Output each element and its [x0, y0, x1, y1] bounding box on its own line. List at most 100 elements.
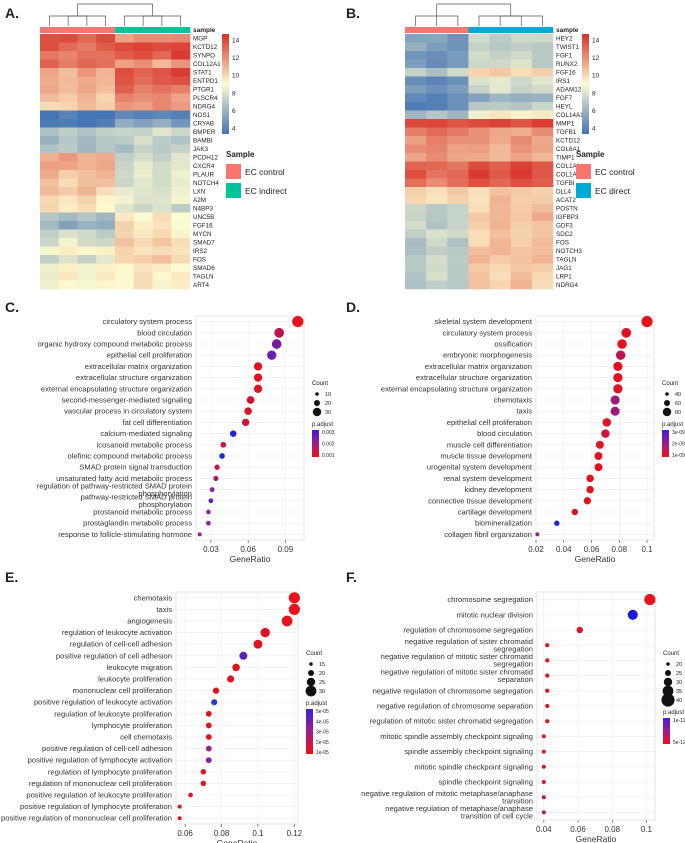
panel-letter: F. — [346, 569, 357, 585]
term-label: kidney development — [464, 485, 532, 494]
heatmap-cell — [96, 42, 116, 52]
heatmap-cell — [58, 238, 78, 247]
heatmap-cell — [115, 76, 135, 86]
heatmap-cell — [77, 221, 97, 230]
heatmap-cell — [405, 229, 427, 239]
gene-label: HEYL — [556, 104, 573, 111]
gene-label: KCTD12 — [556, 138, 581, 145]
count-legend-label: 20 — [325, 401, 331, 407]
x-tick-label: 0.04 — [556, 545, 572, 554]
heatmap-cell — [58, 161, 78, 171]
heatmap-cell — [40, 212, 60, 222]
sample-annotation-cell — [405, 27, 427, 33]
x-axis-label: GeneRatio — [230, 554, 271, 564]
heatmap-cell — [96, 110, 116, 120]
heatmap-cell — [133, 280, 153, 290]
data-point — [246, 396, 255, 404]
heatmap-cell — [58, 246, 78, 256]
heatmap-cell — [426, 170, 448, 179]
heatmap-cell — [133, 161, 153, 171]
heatmap-cell — [489, 76, 512, 86]
column-dendrogram-branch — [77, 15, 106, 26]
heatmap-cell — [489, 34, 512, 43]
term-label: angiogenesis — [127, 617, 172, 626]
data-point — [594, 463, 603, 472]
heatmap-cell — [133, 229, 153, 239]
data-point — [583, 497, 592, 505]
heatmap-cell — [468, 272, 490, 281]
count-legend-title: Count — [662, 381, 678, 387]
plot-area — [535, 315, 655, 541]
data-point — [212, 687, 220, 694]
heatmap-cell — [58, 127, 78, 137]
heatmap-cell — [77, 102, 97, 111]
gene-label: FGF16 — [556, 70, 576, 77]
gene-label: BMPER — [193, 129, 216, 136]
heatmap-cell — [77, 144, 97, 154]
colorbar-tick: 6 — [592, 108, 596, 115]
gene-label: PCDH12 — [193, 155, 218, 162]
count-legend-label: 35 — [676, 689, 682, 695]
heatmap-cell — [489, 93, 512, 103]
heatmap-cell — [447, 68, 469, 77]
heatmap-cell — [77, 161, 97, 171]
gene-label: TWIST1 — [556, 44, 580, 51]
heatmap-cell — [447, 272, 469, 281]
heatmap-cell — [405, 212, 427, 222]
heatmap-cell — [447, 93, 469, 103]
data-point — [209, 487, 215, 493]
heatmap-cell — [489, 170, 512, 179]
heatmap-cell — [405, 51, 427, 60]
heatmap-cell — [510, 136, 533, 145]
column-dendrogram-branch — [142, 15, 153, 26]
gene-label: STAT1 — [193, 70, 212, 77]
term-label: taxis — [516, 407, 532, 416]
term-label: pathway-restricted SMAD protein — [81, 493, 192, 502]
sample-annotation-cell — [531, 27, 554, 33]
heatmap-cell — [426, 42, 448, 52]
heatmap-cell — [58, 178, 78, 188]
heatmap-cell — [115, 68, 135, 77]
heatmap-cell — [447, 238, 469, 247]
heatmap-cell — [58, 110, 78, 120]
heatmap-cell — [510, 59, 533, 69]
gene-label: DLL4 — [556, 189, 572, 196]
heatmap-cell — [405, 280, 427, 290]
heatmap-cell — [77, 42, 97, 52]
data-point — [535, 532, 540, 537]
heatmap-cell — [447, 102, 469, 111]
heatmap-cell — [531, 76, 554, 86]
sample-annotation-cell — [152, 27, 172, 33]
heatmap-cell — [58, 221, 78, 230]
count-legend-dot — [314, 400, 320, 406]
gene-label: MMP1 — [556, 121, 575, 128]
term-label: cell chemotaxis — [120, 733, 172, 742]
heatmap-cell — [468, 34, 490, 43]
heatmap-cell — [171, 119, 191, 128]
x-tick-label: 0.1 — [641, 825, 653, 834]
heatmap-cell — [447, 280, 469, 290]
heatmap-cell — [405, 136, 427, 145]
gene-label: FGF16 — [193, 223, 213, 230]
heatmap-cell — [115, 204, 135, 213]
heatmap-cell — [58, 34, 78, 43]
heatmap-cell — [405, 144, 427, 154]
heatmap-cell — [115, 187, 135, 196]
legend-title: Sample — [576, 150, 605, 159]
heatmap-cell — [133, 34, 153, 43]
colorbar-tick: 10 — [592, 73, 600, 80]
term-label: negative regulation of mitotic metaphase… — [361, 789, 533, 798]
heatmap-cell — [77, 238, 97, 247]
heatmap-cell — [171, 93, 191, 103]
heatmap-cell — [40, 280, 60, 290]
heatmap-cell — [426, 212, 448, 222]
gene-label: N4BP3 — [193, 206, 213, 213]
data-point — [200, 769, 207, 775]
heatmap-cell — [40, 76, 60, 86]
heatmap-cell — [489, 229, 512, 239]
heatmap-cell — [489, 153, 512, 162]
heatmap-cell — [468, 178, 490, 188]
heatmap-cell — [77, 59, 97, 69]
heatmap-cell — [152, 221, 172, 230]
color-legend-label: 0.001 — [322, 453, 335, 459]
